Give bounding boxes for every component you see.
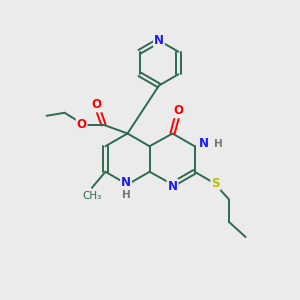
Text: N: N: [121, 176, 131, 190]
Text: H: H: [214, 139, 222, 149]
Text: S: S: [211, 176, 220, 190]
Text: H: H: [122, 190, 130, 200]
Text: O: O: [76, 118, 87, 131]
Text: N: N: [154, 34, 164, 47]
Text: N: N: [199, 137, 208, 150]
Text: CH₃: CH₃: [82, 191, 101, 201]
Text: O: O: [173, 104, 183, 117]
Text: O: O: [91, 98, 101, 112]
Text: N: N: [167, 179, 178, 193]
